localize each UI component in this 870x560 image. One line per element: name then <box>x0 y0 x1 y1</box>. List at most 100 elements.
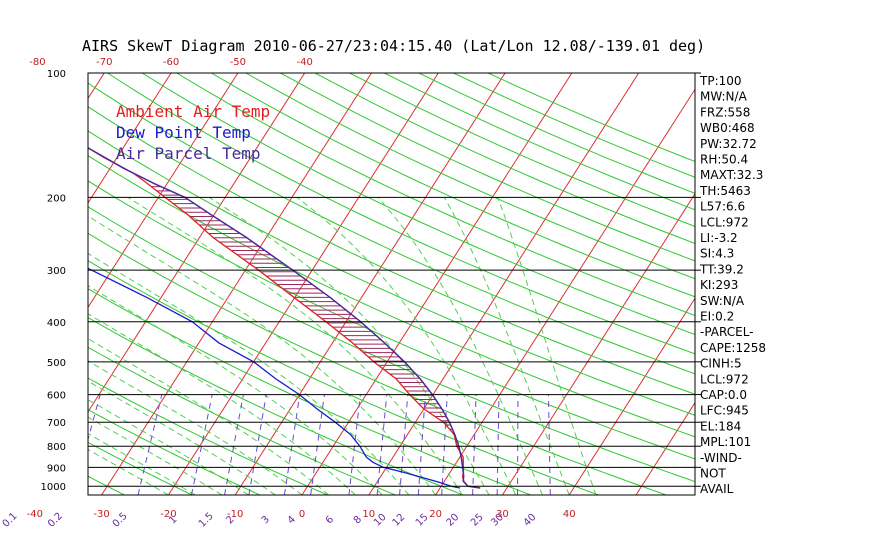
moist-adiabat-line <box>497 197 597 495</box>
mixing-ratio-line <box>190 394 213 495</box>
legend-item: Ambient Air Temp <box>116 102 270 121</box>
top-temperature-label: -60 <box>163 57 179 68</box>
mixing-ratio-line <box>547 394 551 495</box>
mixing-ratio-label: 40 <box>522 512 539 529</box>
dry-adiabat-line <box>0 73 57 495</box>
dry-adiabat-line <box>88 346 396 495</box>
top-temperature-label: -50 <box>230 57 246 68</box>
legend: Ambient Air Temp Dew Point Temp Air Parcel… <box>116 102 270 163</box>
mixing-ratio-label: 1 <box>167 514 179 526</box>
moist-adiabat-line <box>88 285 383 495</box>
isotherm-line <box>88 73 306 413</box>
mixing-ratio-label: 6 <box>324 514 336 526</box>
dry-adiabat-line <box>141 73 695 336</box>
mixing-ratio-lines <box>88 394 551 495</box>
isotherm-line <box>88 73 239 309</box>
pressure-tick-label: 1000 <box>41 482 66 493</box>
mixing-ratio-label: 0.2 <box>46 511 65 530</box>
bottom-temperature-label: -10 <box>227 509 243 520</box>
stability-index: LCL:972 <box>700 215 749 229</box>
stability-index: MW:N/A <box>700 90 748 104</box>
dry-adiabat-line <box>88 475 125 495</box>
pressure-tick-label: 100 <box>47 69 66 80</box>
stability-index: -WIND- <box>700 451 742 465</box>
moist-adiabat-line <box>377 197 543 495</box>
mixing-ratio-line <box>417 394 426 495</box>
legend-item: Dew Point Temp <box>116 123 251 142</box>
isotherm-line <box>0 73 37 495</box>
profiles <box>88 146 481 489</box>
dry-adiabat-line <box>418 73 695 194</box>
mixing-ratio-labels: 0.1 0.2 0.5 1 1.5 2 3 4 6 8 10 12 15 20 25 30 40 <box>1 511 539 530</box>
dry-adiabat-line <box>88 206 695 483</box>
dry-adiabat-line <box>88 232 667 495</box>
mixing-ratio-line <box>310 394 325 495</box>
pressure-tick-label: 600 <box>47 391 66 402</box>
top-temperature-label: -80 <box>29 57 45 68</box>
top-temperature-labels: -120-110-100-90-80-70-60-50-40 <box>29 57 313 68</box>
pressure-tick-label: 900 <box>47 463 66 474</box>
pressure-tick-label: 700 <box>47 418 66 429</box>
moist-adiabat-line <box>88 338 330 495</box>
dry-adiabat-line <box>88 409 261 495</box>
dry-adiabat-line <box>384 73 695 211</box>
bottom-temperature-label: -20 <box>160 509 176 520</box>
plot-frame <box>87 72 696 496</box>
isotherm-line <box>301 73 573 495</box>
cape-hatching <box>151 186 464 477</box>
mixing-ratio-label: 1.5 <box>197 511 216 530</box>
dry-adiabat-line <box>88 260 599 495</box>
mixing-ratio-label: 4 <box>286 514 298 526</box>
mixing-ratio-label: 0.1 <box>1 511 20 530</box>
mixing-ratio-label: 20 <box>445 512 462 529</box>
pressure-tick-label: 200 <box>47 193 66 204</box>
stability-index: WB0:468 <box>700 121 755 135</box>
dew-point-temp-line <box>88 267 461 489</box>
mixing-ratio-label: 12 <box>391 512 408 529</box>
stability-index: LI:-3.2 <box>700 231 738 245</box>
stability-index: KI:293 <box>700 278 738 292</box>
moist-adiabat-line <box>88 416 223 495</box>
moist-adiabat-line <box>88 215 437 495</box>
stability-index: TP:100 <box>699 74 742 88</box>
dry-adiabat-line <box>88 106 695 395</box>
dry-adiabat-line <box>487 73 695 163</box>
mixing-ratio-line <box>441 394 448 495</box>
top-temperature-label: -40 <box>296 57 312 68</box>
moist-adiabat-line <box>296 197 517 495</box>
moist-adiabat-line <box>88 313 356 495</box>
mixing-ratio-line <box>496 394 500 495</box>
moist-adiabats <box>88 196 597 495</box>
bottom-temperature-label: 10 <box>362 509 375 520</box>
mixing-ratio-line <box>248 394 267 495</box>
isotherm-line <box>568 297 695 495</box>
mixing-ratio-label: 25 <box>469 512 486 529</box>
dry-adiabat-line <box>88 441 193 495</box>
stability-index: MAXT:32.3 <box>700 168 763 182</box>
stability-index: EI:0.2 <box>700 310 734 324</box>
isotherm-line <box>101 73 372 495</box>
pressure-tick-label: 300 <box>47 266 66 277</box>
dry-adiabat-line <box>88 82 695 375</box>
pressure-tick-label: 800 <box>47 442 66 453</box>
isotherm-line <box>501 192 695 495</box>
stability-index: SI:4.3 <box>700 247 734 261</box>
stability-index: MPL:101 <box>700 435 751 449</box>
moist-adiabat-line <box>208 196 490 495</box>
stability-index: NOT <box>700 467 726 481</box>
dry-adiabat-line <box>88 288 531 495</box>
dry-adiabat-line <box>211 73 695 298</box>
dry-adiabat-line <box>88 130 695 416</box>
mixing-ratio-line <box>399 394 409 495</box>
dry-adiabat-line <box>88 317 464 495</box>
mixing-ratio-label: 3 <box>260 514 272 526</box>
dry-adiabat-line <box>280 73 695 262</box>
moist-adiabat-line <box>88 448 169 495</box>
chart-title: AIRS SkewT Diagram 2010-06-27/23:04:15.4… <box>82 37 705 55</box>
moist-adiabat-line <box>88 360 303 495</box>
dry-adiabat-line <box>88 377 328 495</box>
moist-adiabat-line <box>127 196 463 495</box>
